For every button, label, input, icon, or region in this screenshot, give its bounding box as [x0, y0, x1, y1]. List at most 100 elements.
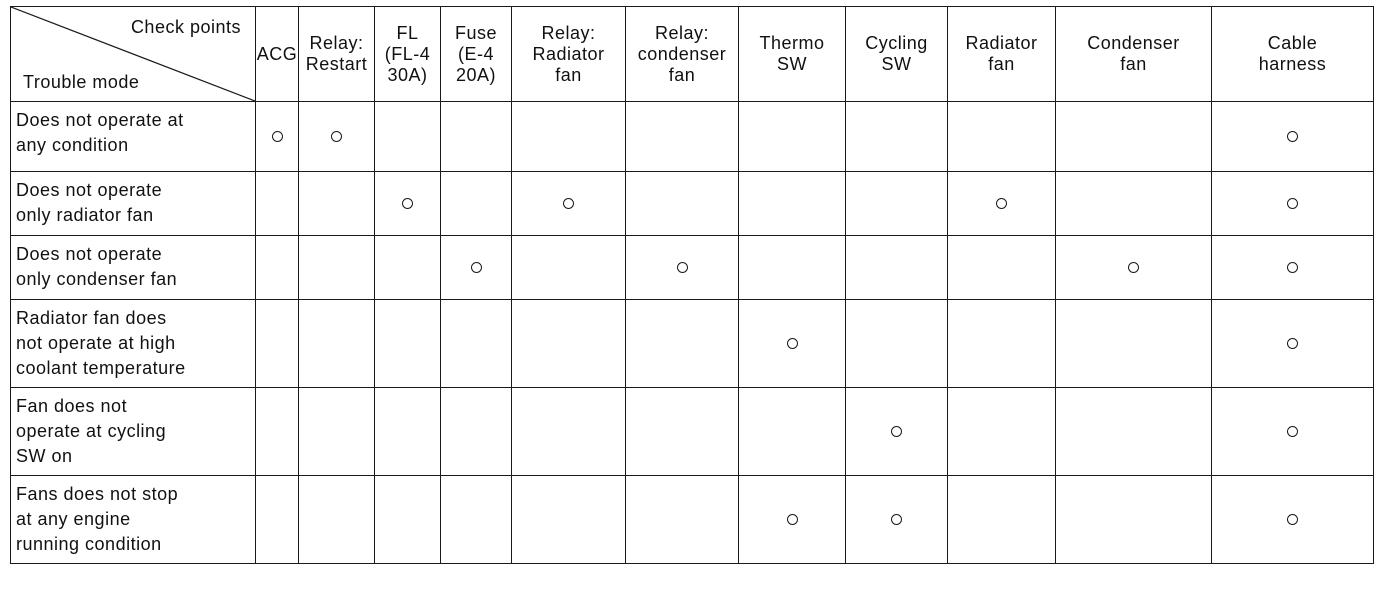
column-header-line: (E-4	[457, 43, 494, 64]
trouble-mode-line: SW on	[16, 446, 73, 466]
check-cell	[625, 299, 739, 388]
check-cell	[511, 101, 626, 172]
trouble-mode-line: Does not operate at	[16, 110, 184, 130]
table-row: Radiator fan does not operate at high cool…	[10, 299, 1374, 388]
column-header: Cable harness	[1211, 6, 1374, 102]
trouble-mode-line: only condenser fan	[16, 269, 178, 289]
check-cell	[845, 101, 948, 172]
check-cell	[440, 299, 512, 388]
check-mark-circle-icon	[1128, 262, 1139, 273]
trouble-mode-cell: Fans does not stop at any engine running c…	[10, 475, 256, 564]
check-mark-circle-icon	[891, 514, 902, 525]
trouble-mode-cell: Fan does not operate at cycling SW on	[10, 387, 256, 476]
column-header: Radiator fan	[947, 6, 1056, 102]
check-points-label: Check points	[130, 17, 241, 37]
check-cell	[947, 101, 1056, 172]
check-cell	[374, 171, 441, 236]
check-cell	[738, 299, 846, 388]
check-cell	[374, 475, 441, 564]
column-header-line: FL	[396, 22, 419, 43]
trouble-mode-line: Does not operate	[16, 244, 163, 264]
trouble-mode-line: any condition	[16, 135, 129, 155]
check-cell	[511, 235, 626, 300]
trouble-mode-line: Fan does not	[16, 396, 128, 416]
check-mark-circle-icon	[676, 262, 688, 273]
check-cell	[511, 387, 626, 476]
trouble-mode-line: running condition	[16, 534, 162, 554]
check-mark-circle-icon	[786, 338, 798, 349]
column-header-line: Cycling	[865, 33, 928, 53]
check-cell	[738, 171, 846, 236]
column-header-line: Relay:	[541, 22, 596, 43]
check-mark-circle-icon	[271, 131, 283, 142]
check-cell	[1211, 235, 1374, 300]
check-cell	[440, 475, 512, 564]
check-cell	[1055, 387, 1212, 476]
column-header: FL (FL-4 30A)	[374, 6, 441, 102]
check-mark-circle-icon	[402, 198, 413, 209]
check-cell	[947, 475, 1056, 564]
check-cell	[947, 235, 1056, 300]
column-header-line: 20A)	[455, 64, 497, 85]
check-cell	[1055, 171, 1212, 236]
corner-header-cell: Check points Trouble mode	[10, 6, 256, 102]
trouble-mode-label: Trouble mode	[23, 72, 140, 92]
check-mark-circle-icon	[786, 514, 798, 525]
check-cell	[440, 235, 512, 300]
check-cell	[298, 387, 375, 476]
trouble-mode-cell: Radiator fan does not operate at high cool…	[10, 299, 256, 388]
check-cell	[374, 235, 441, 300]
trouble-mode-line: not operate at high	[16, 333, 176, 353]
column-header-line: fan	[988, 54, 1015, 74]
diagonal-divider	[11, 7, 255, 101]
check-cell	[1211, 101, 1374, 172]
trouble-mode-line: Fans does not stop	[16, 484, 179, 504]
check-cell	[625, 475, 739, 564]
column-header: Relay: Restart	[298, 6, 375, 102]
check-cell	[511, 475, 626, 564]
check-cell	[298, 235, 375, 300]
check-mark-circle-icon	[1287, 198, 1298, 209]
check-mark-circle-icon	[1287, 426, 1298, 437]
check-cell	[440, 171, 512, 236]
column-header-line: Relay:	[309, 33, 364, 53]
trouble-mode-cell: Does not operate only radiator fan	[10, 171, 256, 236]
check-cell	[298, 101, 375, 172]
check-cell	[845, 387, 948, 476]
column-header: Fuse (E-4 20A)	[440, 6, 512, 102]
trouble-mode-line: coolant temperature	[16, 358, 186, 378]
check-cell	[947, 299, 1056, 388]
check-cell	[1055, 235, 1212, 300]
troubleshooting-table: Check points Trouble mode ACG Relay: Resta…	[10, 6, 1374, 564]
check-cell	[298, 475, 375, 564]
check-cell	[625, 235, 739, 300]
column-header-line: Radiator	[965, 33, 1038, 53]
column-header: Cycling SW	[845, 6, 948, 102]
check-mark-circle-icon	[563, 198, 574, 209]
column-header: Relay: Radiator fan	[511, 6, 626, 102]
trouble-mode-line: Radiator fan does	[16, 308, 167, 328]
column-header-line: fan	[668, 64, 696, 85]
check-cell	[298, 299, 375, 388]
trouble-mode-line: only radiator fan	[16, 205, 154, 225]
check-cell	[255, 235, 299, 300]
check-cell	[845, 299, 948, 388]
table-row: Does not operate at any condition	[10, 101, 1374, 172]
check-cell	[947, 387, 1056, 476]
troubleshooting-table-wrapper: Check points Trouble mode ACG Relay: Resta…	[10, 6, 1374, 564]
check-cell	[511, 171, 626, 236]
check-cell	[440, 387, 512, 476]
check-cell	[738, 387, 846, 476]
check-cell	[298, 171, 375, 236]
check-cell	[374, 387, 441, 476]
column-header-line: 30A)	[387, 64, 428, 85]
table-row: Does not operate only condenser fan	[10, 235, 1374, 300]
check-cell	[625, 387, 739, 476]
trouble-mode-line: at any engine	[16, 509, 131, 529]
column-header-line: Condenser	[1087, 33, 1180, 53]
check-cell	[1055, 101, 1212, 172]
check-cell	[511, 299, 626, 388]
column-header: Condenser fan	[1055, 6, 1212, 102]
check-cell	[440, 101, 512, 172]
table-body: Does not operate at any condition Does not…	[10, 101, 1374, 564]
